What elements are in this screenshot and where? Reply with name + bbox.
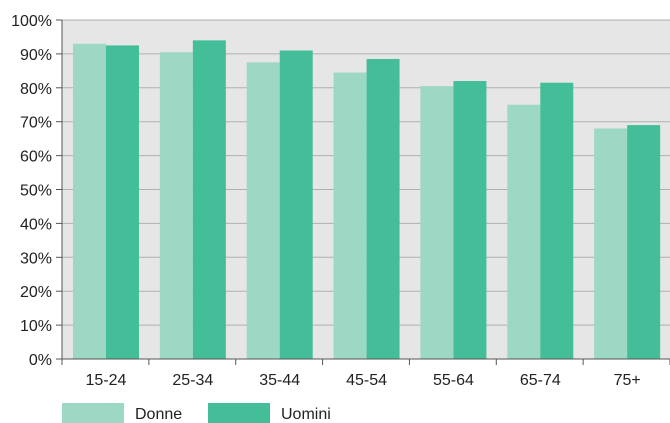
y-tick-label: 90% <box>20 47 52 64</box>
bar-uomini-45-54 <box>366 58 400 360</box>
x-tick-label: 45-54 <box>346 372 387 389</box>
bar-donne-25-34 <box>159 52 193 360</box>
bar-donne-55-64 <box>420 86 454 359</box>
legend-swatch-uomini <box>208 403 270 423</box>
bar-uomini-35-44 <box>279 50 313 359</box>
bar-donne-75+ <box>594 128 628 359</box>
y-tick-label: 30% <box>20 250 52 267</box>
y-tick-label: 40% <box>20 216 52 233</box>
y-tick-label: 10% <box>20 318 52 335</box>
x-axis-ticks: 15-24 25-34 35-44 45-54 55-64 65-74 75+ <box>61 359 670 389</box>
bar-donne-15-24 <box>73 43 106 359</box>
bar-donne-45-54 <box>333 72 367 360</box>
bar-uomini-25-34 <box>192 40 226 360</box>
legend: Donne Uomini <box>62 403 331 423</box>
x-tick-label: 65-74 <box>520 372 561 389</box>
legend-label-uomini: Uomini <box>281 406 331 423</box>
y-tick-label: 50% <box>20 183 52 200</box>
legend-swatch-donne <box>62 403 124 423</box>
legend-label-donne: Donne <box>135 406 182 423</box>
y-tick-label: 0% <box>29 352 52 369</box>
y-tick-label: 80% <box>20 81 52 98</box>
bar-uomini-55-64 <box>453 81 487 360</box>
bar-uomini-75+ <box>627 125 661 359</box>
bars <box>73 40 661 360</box>
y-tick-label: 100% <box>11 13 52 30</box>
x-tick-label: 75+ <box>614 372 641 389</box>
y-tick-label: 60% <box>20 149 52 166</box>
x-tick-label: 15-24 <box>86 372 127 389</box>
bar-donne-35-44 <box>246 62 280 359</box>
x-tick-label: 25-34 <box>172 372 213 389</box>
bar-donne-65-74 <box>507 104 541 359</box>
bar-uomini-15-24 <box>106 45 139 360</box>
bar-uomini-65-74 <box>540 82 574 359</box>
x-tick-label: 55-64 <box>433 372 474 389</box>
x-tick-label: 35-44 <box>259 372 300 389</box>
y-tick-label: 20% <box>20 284 52 301</box>
y-axis-ticks: 0% 10% 20% 30% 40% 50% 60% 70% 80% 90% 100% <box>11 13 62 369</box>
y-tick-label: 70% <box>20 115 52 132</box>
